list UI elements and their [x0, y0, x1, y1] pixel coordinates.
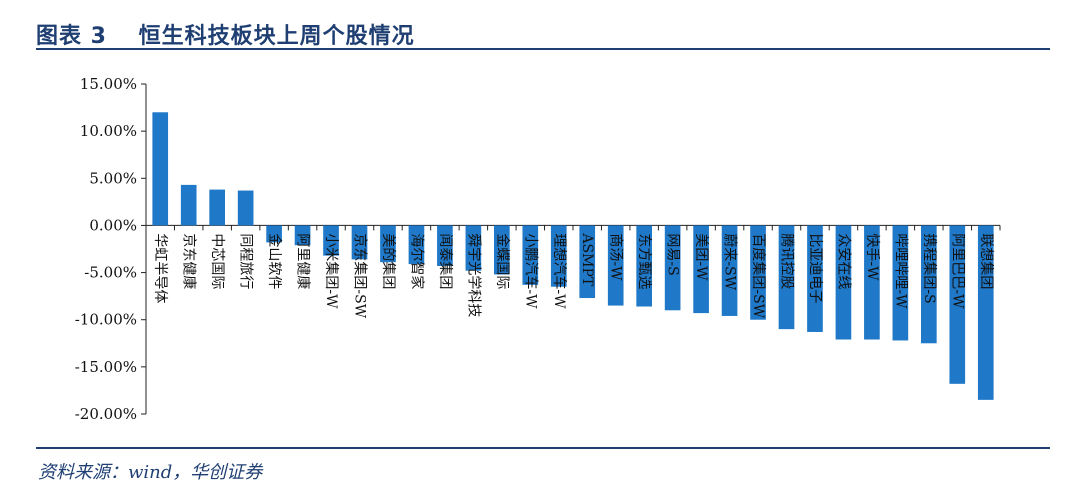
bar — [778, 225, 795, 330]
y-tick-label: 10.00% — [80, 122, 137, 140]
chart-area: 15.00% 10.00% 5.00% 0.00% -5.00% -10.00% -15.0… — [30, 62, 1050, 442]
category-label: 联想集团 — [978, 233, 995, 289]
bar — [607, 225, 624, 306]
bar — [237, 190, 254, 226]
y-tick-label: 0.00% — [89, 216, 137, 234]
category-label: 蔚来-SW — [722, 233, 738, 290]
category-label: 理想汽车-W — [551, 233, 568, 309]
bar — [152, 112, 169, 226]
bar — [209, 189, 225, 226]
y-tick-label: -15.00% — [75, 358, 137, 376]
bar — [864, 225, 880, 340]
y-tick-label: -20.00% — [75, 405, 137, 423]
category-label: 商汤-W — [608, 233, 624, 281]
bar — [380, 225, 396, 263]
bar — [180, 184, 197, 226]
category-label: 京东健康 — [181, 233, 198, 289]
category-label: 携程集团-S — [921, 233, 938, 303]
category-label: 中芯国际 — [209, 233, 225, 289]
category-label: 同程旅行 — [238, 233, 254, 289]
y-tick-label: 5.00% — [89, 169, 137, 187]
category-label: 美团-W — [693, 233, 709, 281]
bar — [636, 225, 652, 307]
bar — [465, 225, 482, 271]
bar — [494, 225, 510, 275]
bar — [323, 225, 339, 256]
bar — [550, 225, 567, 287]
category-label: 东方甄选 — [636, 233, 652, 289]
y-tick-label: -10.00% — [75, 311, 137, 329]
bar — [294, 225, 311, 246]
category-label: 阿里健康 — [295, 233, 312, 289]
category-label: ASMPT — [579, 232, 595, 286]
figure-header: 图表 3 恒生科技板块上周个股情况 — [36, 8, 1050, 50]
category-label: 众安在线 — [835, 233, 851, 289]
bar — [408, 225, 425, 265]
category-label: 腾讯控股 — [779, 233, 796, 289]
bar — [892, 225, 909, 341]
bar — [693, 225, 709, 314]
category-label: 金山软件 — [266, 233, 282, 289]
title-rule — [36, 48, 1050, 50]
bar — [266, 225, 282, 243]
category-label: 华虹半导体 — [152, 233, 168, 303]
category-label: 闻泰集团 — [437, 233, 454, 289]
bar — [750, 225, 766, 320]
category-label: 金蝶国际 — [494, 233, 510, 289]
bar — [351, 225, 368, 260]
category-label: 小鹏汽车-W — [522, 233, 539, 309]
category-label: 舜宇光学科技 — [465, 233, 481, 317]
bar — [522, 225, 539, 285]
category-label: 小米集团-W — [323, 233, 340, 309]
bar — [921, 225, 937, 344]
bar — [437, 225, 453, 266]
bar — [721, 225, 738, 316]
category-label: 京东集团-SW — [352, 233, 369, 318]
category-label: 哔哩哔哩-W — [892, 233, 908, 309]
bottom-rule — [36, 447, 1050, 449]
category-label: 百度集团-SW — [750, 233, 767, 318]
category-label: 快手-W — [864, 233, 880, 281]
figure-title: 图表 3 恒生科技板块上周个股情况 — [36, 24, 415, 49]
bar-chart: 15.00% 10.00% 5.00% 0.00% -5.00% -10.00% -15.0… — [75, 75, 1001, 423]
category-label: 阿里巴巴-W — [949, 233, 965, 309]
bar — [579, 225, 596, 299]
bar — [949, 225, 966, 384]
category-label: 网易-S — [665, 233, 681, 275]
bar — [807, 225, 823, 332]
category-label: 美的集团 — [380, 233, 397, 289]
y-tick-label: 15.00% — [80, 75, 137, 93]
category-label: 比亚迪电子 — [807, 233, 823, 303]
bar — [835, 225, 852, 340]
bar — [664, 225, 681, 311]
category-label: 海尔智家 — [408, 233, 425, 289]
y-tick-label: -5.00% — [84, 264, 137, 282]
bar — [977, 225, 994, 400]
source-note: 资料来源：wind，华创证券 — [38, 462, 263, 483]
